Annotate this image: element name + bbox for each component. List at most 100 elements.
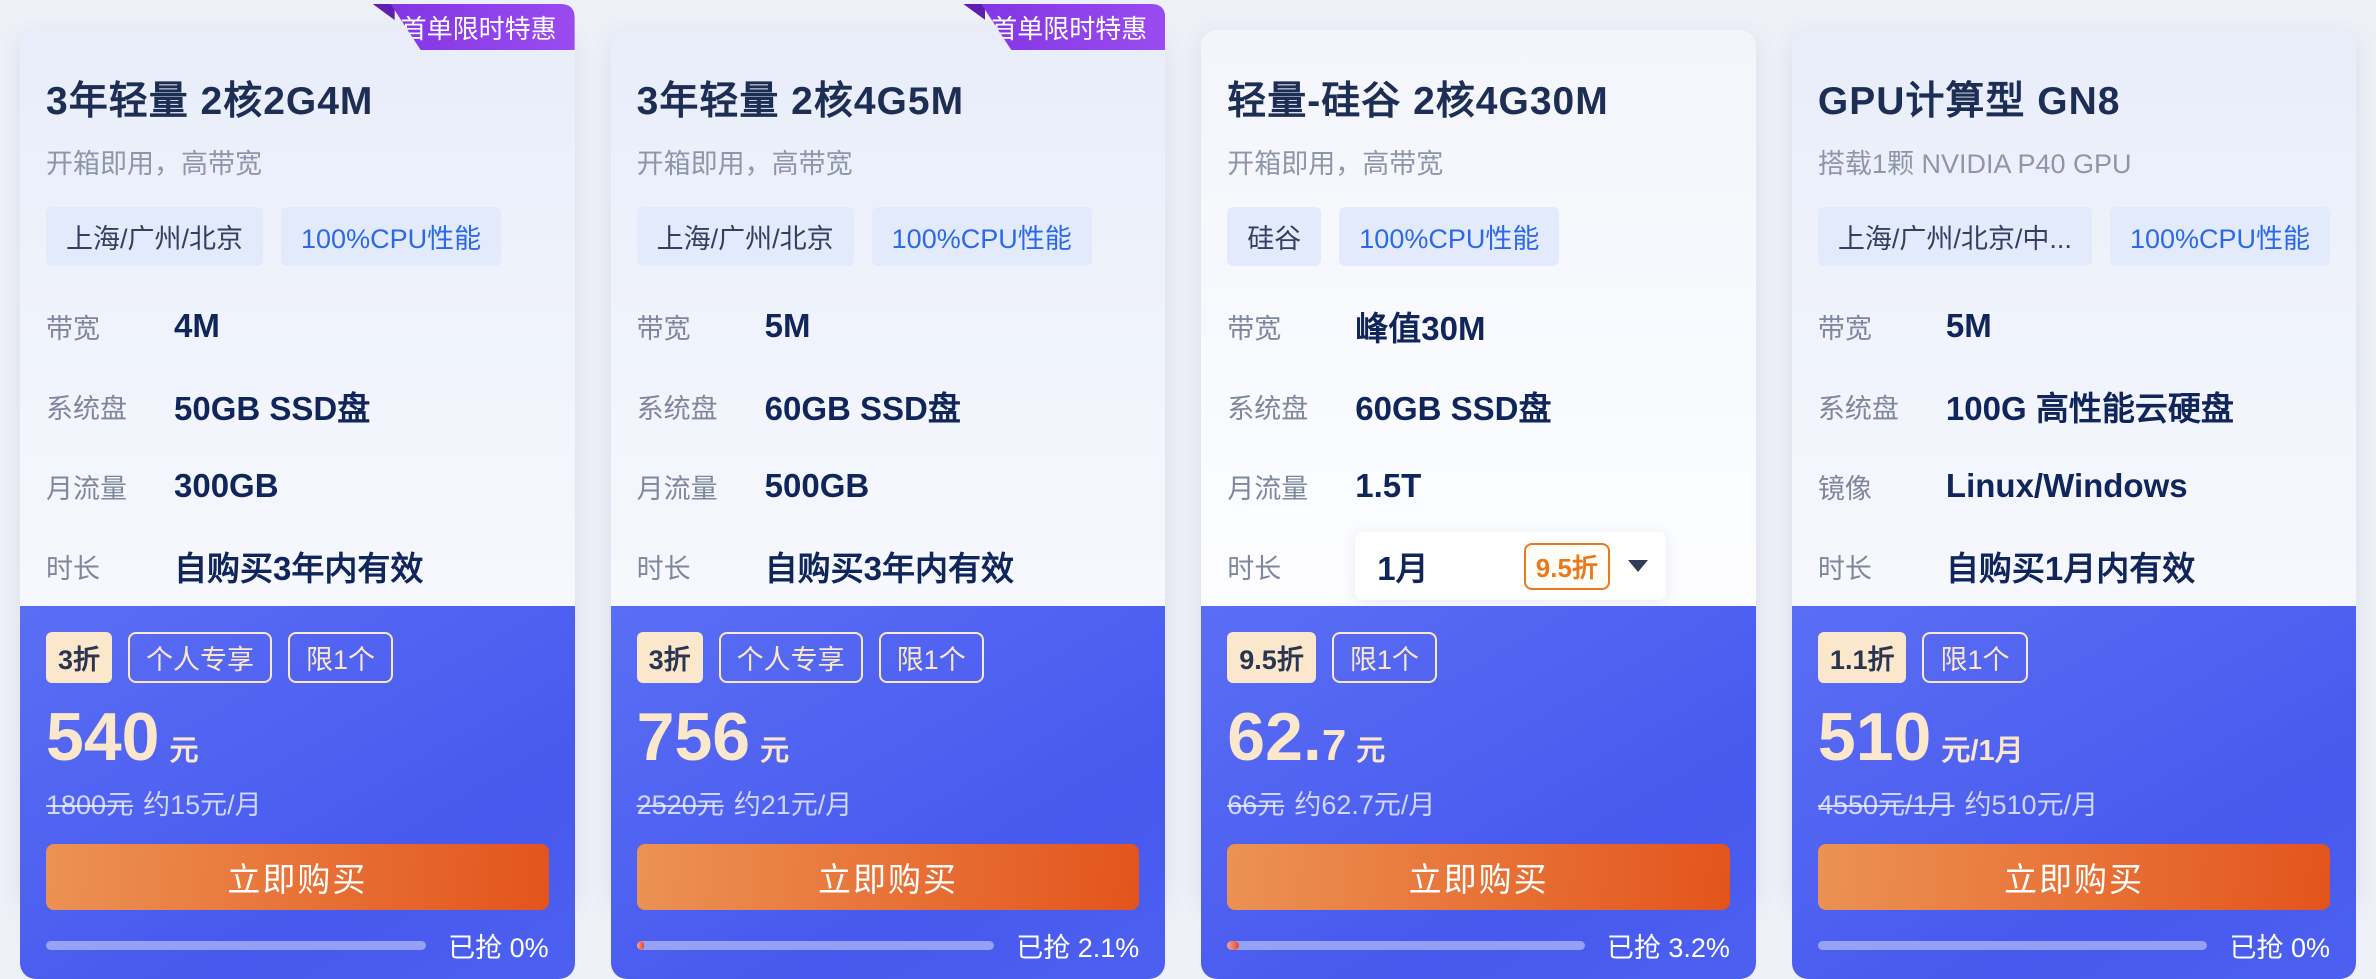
original-price-line: 1800元 约15元/月 — [46, 783, 549, 822]
spec-row: 时长 自购买3年内有效 — [637, 526, 1140, 606]
buy-now-button[interactable]: 立即购买 — [636, 844, 1140, 910]
region-tag: 上海/广州/北京/中... — [1817, 207, 2092, 266]
spec-row: 系统盘 50GB SSD盘 — [46, 366, 549, 446]
original-price-line: 66元 约62.7元/月 — [1227, 783, 1730, 822]
plan-subtitle: 开箱即用，高带宽 — [636, 149, 853, 179]
plan-card-3y-2c4g5m: 首单限时特惠 3年轻量 2核4G5M 开箱即用，高带宽 上海/广州/北京 100… — [610, 4, 1166, 979]
original-price-line: 4550元/1月 约510元/月 — [1818, 783, 2330, 822]
spec-value: 300GB — [174, 467, 279, 504]
spec-row: 月流量 500GB — [637, 446, 1140, 526]
spec-row: 带宽 4M — [46, 286, 549, 366]
region-tag: 硅谷 — [1227, 207, 1322, 266]
discount-badge: 1.1折 — [1817, 632, 1907, 683]
progress-bar — [1227, 941, 1585, 950]
sold-progress-row: 已抢 3.2% — [1227, 926, 1730, 965]
price-unit: 元/1月 — [1941, 735, 2024, 767]
progress-fill — [636, 941, 645, 950]
price-value: 510 — [1817, 699, 1932, 775]
spec-row: 带宽 5M — [1818, 286, 2330, 366]
cpu-performance-tag: 100%CPU性能 — [2109, 207, 2330, 266]
original-price: 66元 — [1227, 790, 1285, 820]
spec-row: 时长 自购买3年内有效 — [46, 526, 549, 606]
spec-value: 自购买3年内有效 — [174, 550, 424, 587]
spec-value: 50GB SSD盘 — [174, 390, 371, 427]
original-price: 1800元 — [46, 790, 134, 820]
chevron-down-icon — [1627, 560, 1648, 572]
spec-row: 带宽 峰值30M — [1227, 286, 1730, 366]
original-price: 4550元/1月 — [1817, 790, 1955, 820]
spec-value: 1.5T — [1355, 467, 1422, 504]
spec-label: 时长 — [1817, 553, 1872, 584]
plan-subtitle: 开箱即用，高带宽 — [46, 149, 262, 179]
discount-badge: 3折 — [46, 632, 113, 683]
approx-price: 约15元/月 — [143, 790, 262, 820]
duration-select[interactable]: 1月 9.5折 — [1355, 532, 1666, 600]
duration-value: 1月 — [1377, 550, 1429, 587]
spec-value: 100G 高性能云硬盘 — [1945, 390, 2234, 427]
price: 510 元/1月 — [1818, 703, 2330, 771]
personal-exclusive-badge: 个人专享 — [128, 632, 273, 683]
progress-fill — [1227, 941, 1239, 950]
tag-row: 上海/广州/北京 100%CPU性能 — [636, 207, 1140, 266]
buy-now-button[interactable]: 立即购买 — [1817, 844, 2330, 910]
spec-label: 时长 — [46, 553, 100, 584]
limit-badge: 限1个 — [1922, 632, 2028, 683]
spec-value: 自购买3年内有效 — [764, 550, 1014, 587]
deal-badge-row: 9.5折 限1个 — [1227, 632, 1730, 683]
spec-label: 系统盘 — [636, 393, 718, 424]
price-unit: 元 — [760, 735, 790, 767]
spec-value: 峰值30M — [1355, 310, 1486, 347]
deal-panel: 9.5折 限1个 62. 7 元 66元 约62.7元/月 立即购买 已抢 3.2… — [1201, 606, 1756, 979]
sold-label: 已抢 2.1% — [1016, 933, 1140, 963]
buy-now-button[interactable]: 立即购买 — [46, 844, 549, 910]
price-value-minor: 7 — [1321, 721, 1347, 770]
cpu-performance-tag: 100%CPU性能 — [281, 207, 502, 266]
spec-label: 镜像 — [1817, 473, 1872, 504]
sold-progress-row: 已抢 2.1% — [636, 926, 1140, 965]
spec-value: 自购买1月内有效 — [1945, 550, 2196, 587]
ribbon-fold-icon — [963, 4, 986, 20]
limit-badge: 限1个 — [1331, 632, 1437, 683]
progress-bar — [636, 941, 995, 950]
spec-row: 系统盘 60GB SSD盘 — [637, 366, 1140, 446]
deal-badge-row: 3折 个人专享 限1个 — [636, 632, 1140, 683]
price-unit: 元 — [1356, 735, 1386, 767]
plan-title: 3年轻量 2核4G5M — [636, 80, 965, 123]
spec-label: 带宽 — [636, 313, 691, 344]
sold-label: 已抢 0% — [448, 933, 549, 963]
price: 756 元 — [637, 703, 1140, 771]
price-value: 540 — [46, 699, 160, 775]
promo-ribbon: 首单限时特惠 — [351, 4, 575, 50]
spec-row: 时长 自购买1月内有效 — [1818, 526, 2330, 606]
spec-label: 系统盘 — [1227, 393, 1309, 424]
progress-bar — [1817, 941, 2208, 950]
spec-value: 5M — [1945, 307, 1992, 344]
sold-label: 已抢 3.2% — [1606, 933, 1730, 963]
buy-now-button[interactable]: 立即购买 — [1227, 844, 1730, 910]
discount-badge: 9.5折 — [1227, 632, 1316, 683]
spec-list: 带宽 5M 系统盘 100G 高性能云硬盘 镜像 Linux/Windows 时… — [1818, 286, 2330, 606]
price-value: 62. — [1227, 699, 1322, 775]
spec-label: 系统盘 — [46, 393, 127, 424]
duration-row: 时长 1月 9.5折 — [1227, 526, 1730, 606]
deal-badge-row: 3折 个人专享 限1个 — [46, 632, 549, 683]
spec-value: Linux/Windows — [1945, 467, 2188, 504]
promo-ribbon: 首单限时特惠 — [941, 4, 1165, 50]
spec-row: 带宽 5M — [637, 286, 1140, 366]
progress-bar — [46, 941, 427, 950]
spec-row: 镜像 Linux/Windows — [1818, 446, 2330, 526]
spec-label: 月流量 — [1227, 473, 1309, 504]
tag-row: 硅谷 100%CPU性能 — [1227, 207, 1730, 266]
price-value: 756 — [636, 699, 751, 775]
spec-value: 4M — [174, 307, 220, 344]
discount-badge: 3折 — [636, 632, 703, 683]
plan-subtitle: 开箱即用，高带宽 — [1227, 149, 1444, 179]
personal-exclusive-badge: 个人专享 — [718, 632, 863, 683]
plan-card-gpu-gn8: GPU计算型 GN8 搭载1颗 NVIDIA P40 GPU 上海/广州/北京/… — [1791, 30, 2356, 979]
duration-discount-badge: 9.5折 — [1523, 542, 1610, 590]
spec-label: 带宽 — [1227, 313, 1282, 344]
plan-title: 轻量-硅谷 2核4G30M — [1227, 80, 1609, 123]
spec-label: 系统盘 — [1817, 393, 1899, 424]
plan-title: GPU计算型 GN8 — [1817, 80, 2121, 123]
spec-label: 带宽 — [1817, 313, 1872, 344]
